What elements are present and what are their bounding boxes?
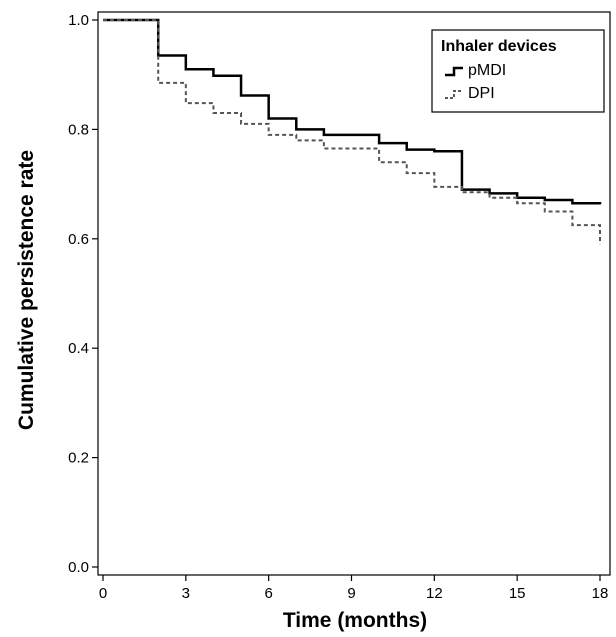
x-tick-label: 15 <box>509 585 526 602</box>
y-tick-label: 0.6 <box>68 231 89 248</box>
series-line-dpi <box>103 19 601 245</box>
plot-axes: 0 3 6 9 12 15 18 0.0 0.2 0.4 0.6 0.8 1.0 <box>68 11 611 602</box>
plot-frame <box>97 11 611 576</box>
legend-box <box>431 29 605 113</box>
series-line-pmdi <box>103 18 602 205</box>
y-axis-title: Cumulative persistence rate <box>15 150 38 430</box>
legend-title: Inhaler devices <box>441 38 557 55</box>
y-tick-label: 0.4 <box>68 340 89 357</box>
series-layer <box>103 18 602 245</box>
y-tick-label: 0.8 <box>68 121 89 138</box>
legend-label-dpi: DPI <box>468 85 495 102</box>
x-tick-label: 12 <box>426 585 443 602</box>
y-tick-label: 0.2 <box>68 450 89 467</box>
legend: Inhaler devices pMDI DPI <box>431 29 605 113</box>
x-axis-title: Time (months) <box>283 609 427 632</box>
legend-swatch-dpi <box>445 90 463 99</box>
x-tick-label: 18 <box>592 585 609 602</box>
y-tick-label: 1.0 <box>68 12 89 29</box>
y-tick-label: 0.0 <box>68 559 89 576</box>
legend-swatch-pmdi <box>445 66 463 77</box>
x-tick-label: 3 <box>182 585 190 602</box>
legend-label-pmdi: pMDI <box>468 62 506 79</box>
x-tick-label: 9 <box>347 585 355 602</box>
x-tick-label: 6 <box>264 585 272 602</box>
x-tick-label: 0 <box>99 585 107 602</box>
